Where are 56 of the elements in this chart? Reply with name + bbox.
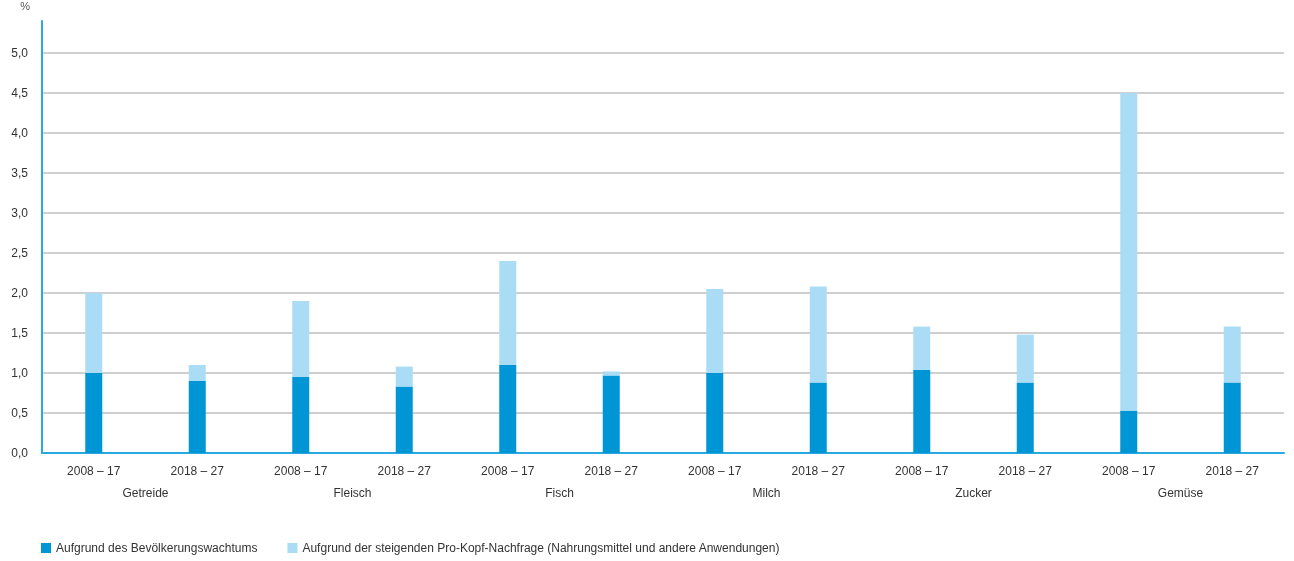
bar — [602, 375, 620, 453]
text: Fleisch — [333, 486, 372, 500]
bar — [188, 365, 206, 381]
bar — [395, 366, 413, 387]
legend-label: Aufgrund des Bevölkerungswachtums — [56, 541, 258, 555]
bar — [706, 289, 724, 373]
bar — [85, 373, 103, 453]
text: Milch — [752, 486, 781, 500]
x-tick-label: 2018 – 27 — [1205, 464, 1260, 478]
x-tick-label: 2018 – 27 — [377, 464, 432, 478]
x-tick-label: 2008 – 17 — [895, 464, 949, 478]
y-tick-label: 3,5 — [11, 166, 29, 180]
y-tick-label: 3,0 — [11, 206, 29, 220]
text: Gemüse — [1157, 486, 1204, 500]
x-tick-label: 2018 – 27 — [791, 464, 846, 478]
bar — [1120, 93, 1138, 411]
bar — [188, 381, 206, 453]
bar — [395, 386, 413, 453]
y-tick-label: 0,0 — [11, 446, 29, 460]
x-tick-label: 2008 – 17 — [67, 464, 121, 478]
text: Zucker — [955, 486, 992, 500]
x-tick-label: 2008 – 17 — [274, 464, 328, 478]
bar — [809, 382, 827, 453]
y-tick-label: 1,5 — [11, 326, 29, 340]
bar — [1120, 410, 1138, 453]
bar — [809, 286, 827, 383]
legend-label: Aufgrund der steigenden Pro-Kopf-Nachfrage (Nahrungsmittel und andere Anwendungen) — [302, 541, 780, 555]
bar — [292, 377, 310, 453]
text: Fisch — [545, 486, 574, 500]
bar — [499, 365, 517, 453]
bar — [602, 371, 620, 376]
y-tick-label: 1,0 — [11, 366, 29, 380]
bar — [913, 326, 931, 370]
x-tick-label: 2018 – 27 — [998, 464, 1053, 478]
bar — [1223, 326, 1241, 383]
y-tick-label: 2,5 — [11, 246, 29, 260]
y-tick-label: 2,0 — [11, 286, 29, 300]
bar — [499, 261, 517, 365]
bar — [85, 293, 103, 373]
y-tick-label: 4,0 — [11, 126, 29, 140]
x-tick-label: 2018 – 27 — [170, 464, 225, 478]
x-tick-label: 2008 – 17 — [481, 464, 535, 478]
y-tick-label: 5,0 — [11, 46, 29, 60]
bar — [1016, 334, 1034, 383]
bar — [1223, 382, 1241, 453]
bar — [706, 373, 724, 453]
bar — [913, 369, 931, 453]
y-tick-label: 0,5 — [11, 406, 29, 420]
bar — [292, 301, 310, 377]
y-tick-label: 4,5 — [11, 86, 29, 100]
y-axis-title: % — [20, 0, 31, 12]
text: Getreide — [122, 486, 169, 500]
x-tick-label: 2008 – 17 — [1102, 464, 1156, 478]
bar — [1016, 382, 1034, 453]
x-tick-label: 2018 – 27 — [584, 464, 639, 478]
x-tick-label: 2008 – 17 — [688, 464, 742, 478]
